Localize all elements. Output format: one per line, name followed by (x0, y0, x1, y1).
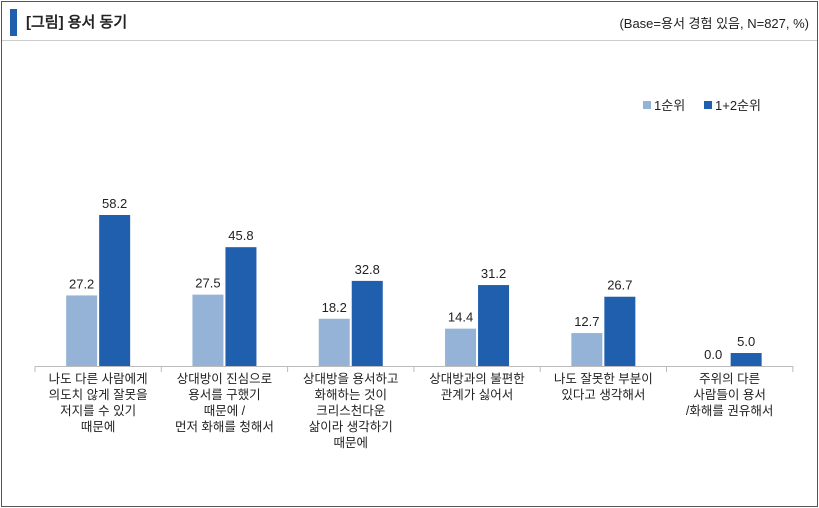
bar-rank1-2 (478, 285, 510, 366)
bar-rank1 (66, 295, 98, 366)
header-divider (2, 40, 817, 41)
bar-rank1-2 (225, 247, 257, 366)
bar-rank1-2 (351, 280, 383, 366)
bar-rank1-2 (730, 353, 762, 366)
bar-rank1 (445, 328, 477, 366)
category-label: 상대방을 용서하고 화해하는 것이 크리스천다운 삶이라 생각하기 때문에 (303, 372, 399, 450)
category-label: 상대방이 진심으로 용서를 구했기 때문에 / 먼저 화해를 청해서 (174, 372, 274, 434)
data-label: 58.2 (102, 196, 127, 211)
data-label: 14.4 (448, 310, 473, 325)
data-label: 27.5 (195, 276, 220, 291)
base-note: (Base=용서 경험 있음, N=827, %) (619, 16, 809, 31)
bar-rank1-2 (604, 296, 636, 366)
data-label: 45.8 (228, 228, 253, 243)
data-label: 32.8 (355, 262, 380, 277)
data-label: 27.2 (69, 276, 94, 291)
legend-swatch (704, 101, 712, 109)
bar-rank1 (571, 333, 603, 366)
bar-rank1-2 (99, 215, 131, 366)
bar-rank1 (192, 294, 224, 366)
bar-rank1 (318, 318, 350, 366)
title-accent-bar (10, 9, 17, 36)
category-label: 나도 다른 사람에게 의도치 않게 잘못을 저지를 수 있기 때문에 (48, 372, 148, 434)
category-label: 나도 잘못한 부분이 있다고 생각해서 (553, 372, 653, 402)
data-label: 0.0 (704, 347, 722, 362)
legend-label: 1+2순위 (715, 98, 761, 113)
data-label: 18.2 (322, 300, 347, 315)
data-label: 31.2 (481, 266, 506, 281)
category-label: 주위의 다른 사람들이 용서 /화해를 권유해서 (685, 372, 774, 418)
category-label: 상대방과의 불편한 관계가 싫어서 (429, 372, 525, 402)
data-label: 5.0 (737, 334, 755, 349)
chart-title: [그림] 용서 동기 (26, 14, 128, 31)
legend-swatch (643, 101, 651, 109)
legend-label: 1순위 (654, 98, 685, 113)
data-label: 12.7 (574, 314, 599, 329)
data-label: 26.7 (607, 278, 632, 293)
